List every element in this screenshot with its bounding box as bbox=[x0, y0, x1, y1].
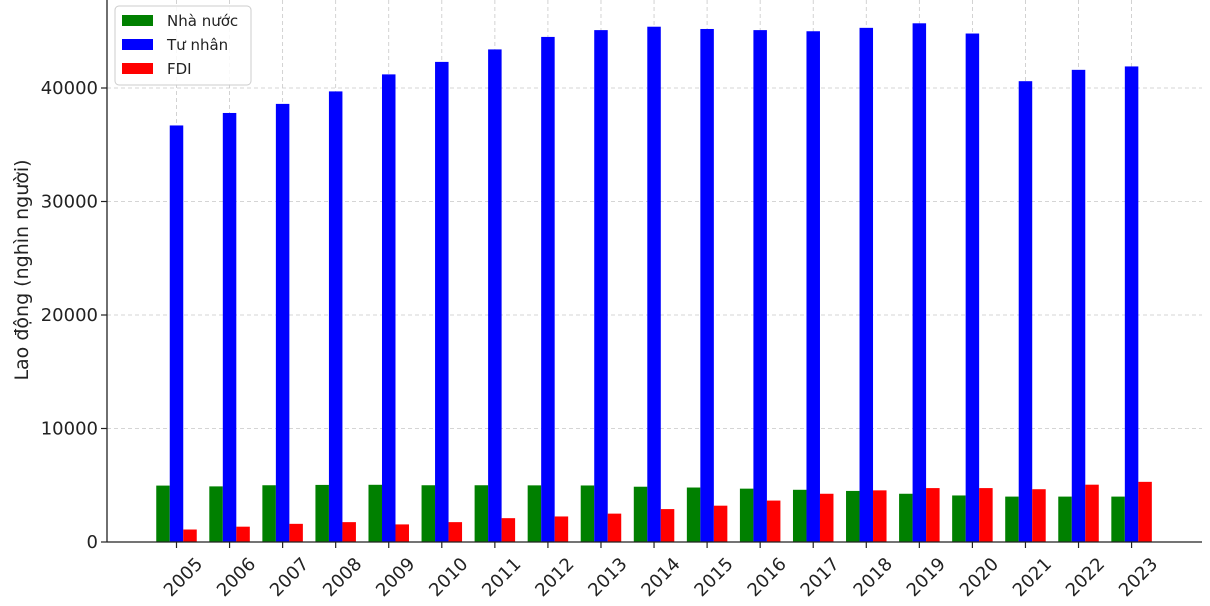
bar-fdi-2023 bbox=[1138, 481, 1152, 542]
bar-nhà-nước-2014 bbox=[633, 486, 648, 542]
bar-nhà-nước-2017 bbox=[792, 489, 807, 542]
y-tick-label: 20000 bbox=[41, 305, 98, 326]
bar-nhà-nước-2006 bbox=[209, 486, 223, 542]
bar-tư-nhân-2006 bbox=[222, 112, 237, 542]
bar-nhà-nước-2010 bbox=[421, 485, 436, 542]
bar-nhà-nước-2012 bbox=[527, 485, 542, 542]
bar-fdi-2008 bbox=[342, 522, 356, 542]
bar-tư-nhân-2012 bbox=[541, 36, 555, 543]
bar-tư-nhân-2018 bbox=[859, 27, 874, 543]
legend-label: Tư nhân bbox=[166, 36, 228, 54]
x-tick-label: 2010 bbox=[425, 554, 472, 601]
bar-tư-nhân-2009 bbox=[381, 74, 396, 542]
x-tick-label: 2015 bbox=[690, 554, 737, 601]
bar-tư-nhân-2022 bbox=[1071, 69, 1086, 542]
x-ticks: 2005 2006 2007 2008 2009 2010 2011 2012 2013 2014… bbox=[160, 542, 1162, 601]
bar-nhà-nước-2020 bbox=[952, 495, 966, 542]
bars bbox=[156, 23, 1152, 543]
bar-fdi-2022 bbox=[1085, 484, 1099, 542]
bar-fdi-2017 bbox=[819, 493, 834, 542]
bar-tư-nhân-2008 bbox=[328, 91, 343, 542]
bar-nhà-nước-2022 bbox=[1058, 496, 1072, 542]
x-tick-label: 2011 bbox=[478, 554, 525, 601]
bar-fdi-2014 bbox=[660, 509, 675, 542]
bar-fdi-2020 bbox=[979, 488, 993, 542]
bar-tư-nhân-2014 bbox=[647, 26, 661, 542]
bar-fdi-2012 bbox=[554, 516, 569, 542]
bar-nhà-nước-2007 bbox=[262, 485, 276, 542]
bar-nhà-nước-2013 bbox=[580, 485, 595, 542]
bar-tư-nhân-2013 bbox=[594, 30, 608, 543]
bar-fdi-2016 bbox=[766, 500, 781, 542]
bar-fdi-2021 bbox=[1032, 489, 1046, 542]
bar-fdi-2019 bbox=[926, 488, 940, 542]
y-tick-label: 30000 bbox=[41, 192, 98, 213]
x-tick-label: 2012 bbox=[531, 554, 578, 601]
bar-nhà-nước-2023 bbox=[1111, 496, 1125, 542]
bar-fdi-2015 bbox=[713, 505, 728, 542]
legend-label: Nhà nước bbox=[167, 12, 238, 30]
y-tick-label: 10000 bbox=[41, 419, 98, 440]
bar-tư-nhân-2007 bbox=[275, 103, 290, 542]
bar-nhà-nước-2011 bbox=[474, 485, 489, 542]
bar-nhà-nước-2008 bbox=[315, 484, 329, 542]
bar-tư-nhân-2005 bbox=[169, 125, 184, 542]
bar-fdi-2013 bbox=[607, 513, 622, 542]
x-tick-label: 2019 bbox=[903, 554, 950, 601]
bar-fdi-2018 bbox=[873, 490, 887, 542]
bar-fdi-2009 bbox=[395, 524, 409, 542]
bar-tư-nhân-2017 bbox=[806, 31, 820, 542]
legend: Nhà nước Tư nhân FDI bbox=[114, 5, 252, 86]
bar-nhà-nước-2021 bbox=[1005, 496, 1019, 542]
legend-swatch bbox=[122, 39, 153, 50]
x-tick-label: 2021 bbox=[1009, 554, 1056, 601]
bar-tư-nhân-2015 bbox=[700, 28, 714, 543]
bar-tư-nhân-2019 bbox=[912, 23, 927, 543]
x-tick-label: 2022 bbox=[1062, 554, 1109, 601]
bar-fdi-2010 bbox=[448, 522, 463, 542]
x-tick-label: 2007 bbox=[266, 554, 313, 601]
x-tick-label: 2009 bbox=[372, 554, 419, 601]
bar-nhà-nước-2018 bbox=[846, 490, 860, 542]
legend-label: FDI bbox=[167, 60, 192, 78]
bar-nhà-nước-2009 bbox=[368, 484, 382, 542]
bar-tư-nhân-2010 bbox=[435, 61, 449, 543]
bar-nhà-nước-2016 bbox=[739, 488, 754, 542]
y-ticks: 0 10000 20000 30000 40000 bbox=[41, 78, 107, 553]
x-tick-label: 2023 bbox=[1115, 554, 1162, 601]
x-tick-label: 2014 bbox=[637, 554, 684, 601]
y-axis-title: Lao động (nghìn người) bbox=[11, 159, 33, 380]
x-tick-label: 2013 bbox=[584, 554, 631, 601]
y-tick-label: 40000 bbox=[41, 78, 98, 99]
bar-nhà-nước-2015 bbox=[686, 487, 701, 542]
bar-tư-nhân-2020 bbox=[965, 33, 980, 543]
x-tick-label: 2006 bbox=[213, 554, 260, 601]
bar-tư-nhân-2023 bbox=[1124, 66, 1139, 542]
x-tick-label: 2017 bbox=[797, 554, 844, 601]
legend-swatch bbox=[122, 15, 153, 26]
x-tick-label: 2018 bbox=[850, 554, 897, 601]
bar-tư-nhân-2021 bbox=[1018, 81, 1033, 542]
x-tick-label: 2016 bbox=[744, 554, 791, 601]
y-tick-label: 0 bbox=[87, 532, 98, 553]
bar-fdi-2007 bbox=[289, 523, 303, 542]
x-tick-label: 2008 bbox=[319, 554, 366, 601]
bar-fdi-2011 bbox=[501, 518, 516, 542]
bar-tư-nhân-2016 bbox=[753, 30, 767, 543]
bar-nhà-nước-2005 bbox=[156, 485, 170, 542]
bar-fdi-2005 bbox=[183, 529, 197, 542]
x-tick-label: 2020 bbox=[956, 554, 1003, 601]
bar-nhà-nước-2019 bbox=[899, 493, 913, 542]
x-tick-label: 2005 bbox=[160, 554, 207, 601]
legend-swatch bbox=[122, 63, 153, 74]
bar-tư-nhân-2011 bbox=[488, 49, 502, 542]
bar-fdi-2006 bbox=[236, 526, 250, 542]
